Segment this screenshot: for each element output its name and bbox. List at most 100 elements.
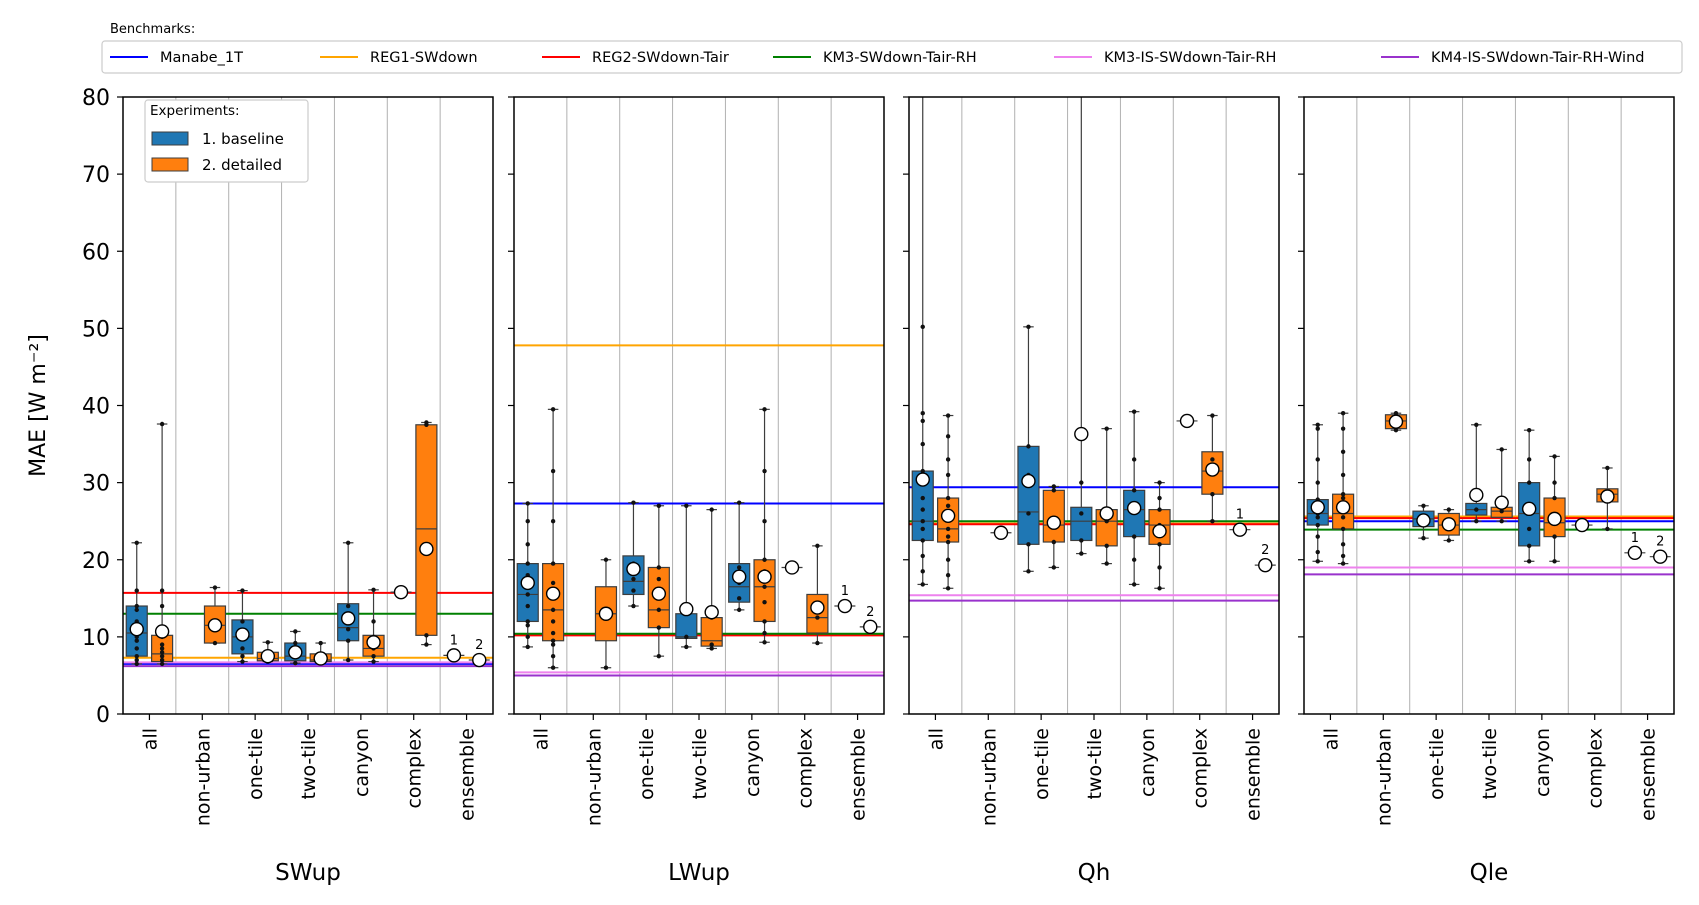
mean-marker <box>1179 413 1195 429</box>
data-point <box>1499 518 1504 524</box>
data-point <box>945 572 951 578</box>
mean-marker <box>520 575 535 591</box>
data-point <box>631 603 636 609</box>
x-tick-label: all <box>530 728 552 750</box>
data-point <box>212 585 218 590</box>
data-point <box>1474 518 1479 524</box>
x-tick-label: complex <box>404 728 426 809</box>
data-point <box>762 619 767 624</box>
data-point <box>212 640 218 646</box>
box-ensemble-2: 2 <box>1649 535 1671 564</box>
benchmark-legend-label: REG1-SWdown <box>370 50 478 66</box>
y-tick-label: 60 <box>82 240 110 265</box>
data-point <box>240 653 245 659</box>
data-point <box>525 501 530 506</box>
data-point <box>1340 553 1346 559</box>
box-complex-1 <box>1176 413 1198 429</box>
box-non-urban-2 <box>203 585 227 646</box>
mean-marker <box>1205 462 1220 477</box>
data-point <box>920 526 925 532</box>
data-point <box>1315 534 1320 539</box>
experiment-legend-label: 1. baseline <box>202 130 284 148</box>
data-point <box>1131 488 1137 493</box>
data-point <box>1079 480 1084 485</box>
x-tick-label: ensemble <box>848 728 870 821</box>
box-canyon-2 <box>1543 454 1566 564</box>
data-point <box>1131 582 1137 587</box>
data-point <box>1605 526 1610 532</box>
mean-marker <box>704 604 719 620</box>
data-point <box>1526 457 1532 462</box>
mean-marker <box>235 627 250 642</box>
mean-marker <box>1494 495 1509 510</box>
data-point <box>736 607 742 613</box>
y-tick-label: 20 <box>82 549 110 574</box>
data-point <box>240 619 245 624</box>
mean-marker <box>288 645 303 660</box>
data-point <box>945 434 951 439</box>
y-tick-label: 80 <box>82 86 110 111</box>
data-point <box>1210 491 1215 497</box>
data-point <box>1157 507 1162 512</box>
mean-marker <box>1469 487 1484 503</box>
data-point <box>1131 534 1137 539</box>
data-point <box>945 472 951 478</box>
mean-marker <box>1653 549 1668 564</box>
box-canyon-1 <box>1123 409 1146 587</box>
data-point <box>1157 586 1162 591</box>
ensemble-label: 1 <box>841 584 849 599</box>
y-tick-label: 0 <box>96 703 110 728</box>
data-point <box>920 495 925 501</box>
box-one-tile-1 <box>1017 324 1040 574</box>
x-tick-label: non-urban <box>1373 728 1395 826</box>
mean-marker <box>419 541 434 557</box>
box-complex-1 <box>1571 517 1593 533</box>
mean-marker <box>598 606 614 621</box>
data-point <box>1340 526 1346 532</box>
panel-plot-area: 12 <box>909 97 1279 714</box>
data-point <box>1104 543 1109 549</box>
data-point <box>550 518 556 524</box>
benchmark-legend-label: KM3-SWdown-Tair-RH <box>823 50 977 66</box>
data-point <box>815 615 820 620</box>
panel-frame <box>1303 96 1675 715</box>
box-complex-2 <box>1596 465 1619 532</box>
x-tick-label: one-tile <box>636 728 658 800</box>
data-point <box>550 580 556 586</box>
box-iqr <box>753 559 776 623</box>
data-point <box>1499 508 1504 514</box>
data-point <box>656 607 662 613</box>
data-point <box>371 587 376 593</box>
box-canyon-1 <box>337 540 360 663</box>
box-one-tile-1 <box>231 588 254 664</box>
mean-marker <box>731 569 747 584</box>
panel-title: Qle <box>1470 860 1509 886</box>
data-point <box>134 588 139 593</box>
mean-marker <box>129 621 144 637</box>
panel-title: LWup <box>668 860 730 886</box>
mean-marker <box>1547 511 1562 527</box>
x-tick-label: non-urban <box>192 728 214 826</box>
data-point <box>736 596 742 601</box>
data-point <box>1026 444 1031 449</box>
data-point <box>920 468 925 474</box>
data-point <box>945 526 951 532</box>
data-point <box>603 665 609 670</box>
y-tick-label: 50 <box>82 317 110 342</box>
box-ensemble-2: 2 <box>1254 543 1276 573</box>
data-point <box>1340 491 1346 497</box>
data-point <box>920 518 925 524</box>
ensemble-label: 1 <box>1236 508 1244 523</box>
data-point <box>945 539 951 545</box>
experiments-legend: Experiments: 1. baseline 2. detailed <box>144 99 309 183</box>
x-tick-label: complex <box>795 728 817 809</box>
y-tick-label: 10 <box>82 626 110 651</box>
benchmark-legend-label: KM3-IS-SWdown-Tair-RH <box>1104 50 1276 66</box>
data-point <box>762 557 767 562</box>
data-point <box>134 638 139 643</box>
data-point <box>1079 551 1084 556</box>
data-point <box>1131 409 1137 414</box>
box-all-1 <box>125 540 148 667</box>
